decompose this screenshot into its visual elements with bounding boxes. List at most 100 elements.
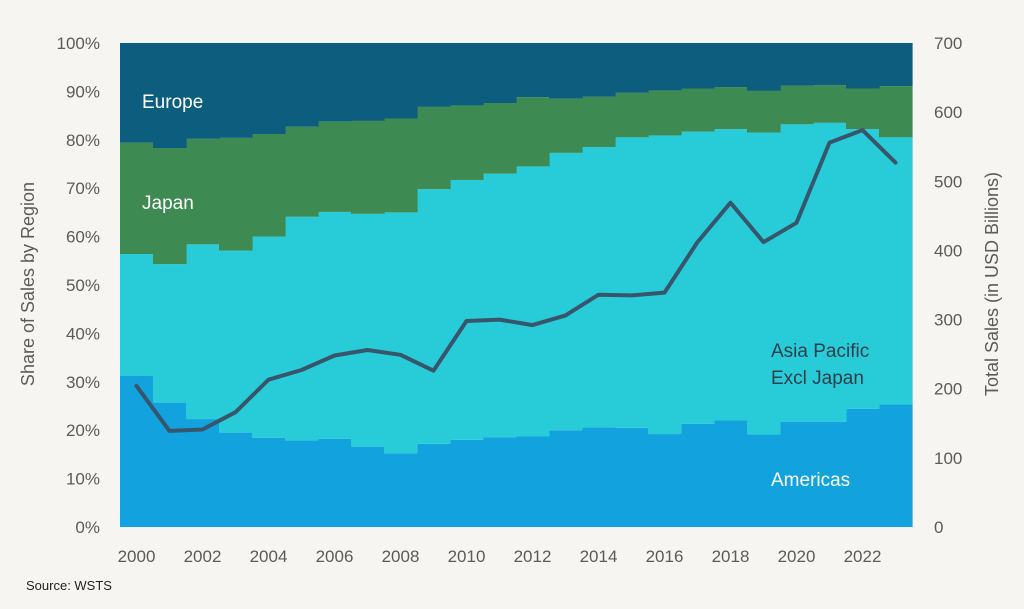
left-tick-label: 50% <box>66 276 100 295</box>
right-tick-label: 700 <box>934 34 962 53</box>
area-europe-2007 <box>351 43 385 121</box>
area-europe-2013 <box>549 43 583 99</box>
right-axis-title: Total Sales (in USD Billions) <box>982 172 1002 396</box>
area-japan-2009 <box>417 106 451 190</box>
area-europe-2018 <box>714 43 748 88</box>
x-tick-label: 2006 <box>316 547 354 566</box>
area-americas-2021 <box>813 421 847 527</box>
area-americas-2023 <box>879 404 913 527</box>
area-europe-2012 <box>516 43 550 98</box>
area-asia-pacific-excl-japan-2011 <box>483 173 517 438</box>
right-tick-label: 200 <box>934 380 962 399</box>
right-tick-label: 0 <box>934 518 943 537</box>
area-americas-2003 <box>219 432 253 527</box>
area-europe-2006 <box>318 43 352 122</box>
area-europe-2011 <box>483 43 517 104</box>
area-japan-2015 <box>615 92 649 138</box>
area-asia-pacific-excl-japan-2003 <box>219 250 253 433</box>
area-asia-pacific-excl-japan-2006 <box>318 211 352 439</box>
area-japan-2021 <box>813 85 847 123</box>
area-europe-2009 <box>417 43 451 107</box>
area-americas-2018 <box>714 420 748 527</box>
label-asia-pacific-line1: Asia Pacific <box>771 341 869 362</box>
area-europe-2008 <box>384 43 418 119</box>
area-europe-2000 <box>120 43 154 143</box>
x-tick-label: 2022 <box>844 547 882 566</box>
area-japan-2020 <box>780 85 814 125</box>
area-europe-2017 <box>681 43 715 89</box>
area-americas-2012 <box>516 436 550 527</box>
label-japan: Japan <box>142 193 194 214</box>
area-americas-2022 <box>846 408 880 527</box>
area-americas-2005 <box>285 440 319 527</box>
area-japan-2013 <box>549 98 583 153</box>
area-japan-2018 <box>714 87 748 130</box>
area-europe-2019 <box>747 43 781 91</box>
area-europe-2014 <box>582 43 616 97</box>
left-tick-label: 40% <box>66 324 100 343</box>
left-tick-label: 30% <box>66 373 100 392</box>
area-asia-pacific-excl-japan-2015 <box>615 137 649 428</box>
x-tick-label: 2002 <box>184 547 222 566</box>
area-asia-pacific-excl-japan-2002 <box>186 244 220 420</box>
area-europe-2022 <box>846 43 880 89</box>
x-tick-label: 2008 <box>382 547 420 566</box>
total-sales-line <box>134 128 898 433</box>
area-japan-2011 <box>483 103 517 174</box>
right-axis-ticks: 0 100 200 300 400 500 600 700 <box>934 34 962 537</box>
area-europe-2003 <box>219 43 253 138</box>
x-tick-label: 2016 <box>646 547 684 566</box>
area-americas-2016 <box>648 434 682 527</box>
area-asia-pacific-excl-japan-2001 <box>153 264 187 403</box>
area-japan-2019 <box>747 90 781 133</box>
right-tick-label: 400 <box>934 241 962 260</box>
x-tick-label: 2010 <box>448 547 486 566</box>
area-asia-pacific-excl-japan-2007 <box>351 213 385 447</box>
left-tick-label: 70% <box>66 179 100 198</box>
area-japan-2022 <box>846 88 880 130</box>
left-tick-label: 100% <box>57 34 100 53</box>
area-asia-pacific-excl-japan-2012 <box>516 166 550 437</box>
area-japan-2001 <box>153 148 187 265</box>
area-asia-pacific-excl-japan-2004 <box>252 236 286 438</box>
left-axis-ticks: 0% 10% 20% 30% 40% 50% 60% 70% 80% 90% 100% <box>57 34 100 537</box>
area-americas-2001 <box>153 402 187 527</box>
label-asia-pacific-line2: Excl Japan <box>771 368 864 389</box>
area-americas-2009 <box>417 443 451 527</box>
right-tick-label: 100 <box>934 449 962 468</box>
area-japan-2007 <box>351 120 385 214</box>
area-japan-2012 <box>516 97 550 167</box>
stacked-areas <box>120 43 913 527</box>
area-europe-2021 <box>813 43 847 86</box>
area-americas-2017 <box>681 423 715 527</box>
x-tick-label: 2012 <box>514 547 552 566</box>
area-asia-pacific-excl-japan-2022 <box>846 129 880 409</box>
x-tick-label: 2018 <box>712 547 750 566</box>
area-asia-pacific-excl-japan-2010 <box>450 179 484 440</box>
area-asia-pacific-excl-japan-2019 <box>747 132 781 435</box>
area-asia-pacific-excl-japan-2020 <box>780 124 814 422</box>
x-tick-label: 2014 <box>580 547 618 566</box>
left-axis-title: Share of Sales by Region <box>18 182 38 386</box>
area-europe-2001 <box>153 43 187 149</box>
area-japan-2000 <box>120 142 154 255</box>
area-asia-pacific-excl-japan-2013 <box>549 152 583 431</box>
right-tick-label: 500 <box>934 172 962 191</box>
area-asia-pacific-excl-japan-2023 <box>879 137 913 405</box>
area-japan-2004 <box>252 133 286 237</box>
left-tick-label: 90% <box>66 82 100 101</box>
area-europe-2015 <box>615 43 649 93</box>
area-americas-2002 <box>186 419 220 527</box>
area-asia-pacific-excl-japan-2000 <box>120 254 154 376</box>
area-europe-2023 <box>879 43 913 87</box>
area-europe-2020 <box>780 43 814 86</box>
area-americas-2000 <box>120 375 154 527</box>
area-japan-2016 <box>648 90 682 136</box>
x-tick-label: 2004 <box>250 547 288 566</box>
total-sales-line-group <box>134 128 898 433</box>
area-americas-2020 <box>780 421 814 527</box>
area-americas-2019 <box>747 434 781 527</box>
left-tick-label: 0% <box>75 518 100 537</box>
source-note: Source: WSTS <box>26 578 112 593</box>
area-americas-2008 <box>384 453 418 527</box>
